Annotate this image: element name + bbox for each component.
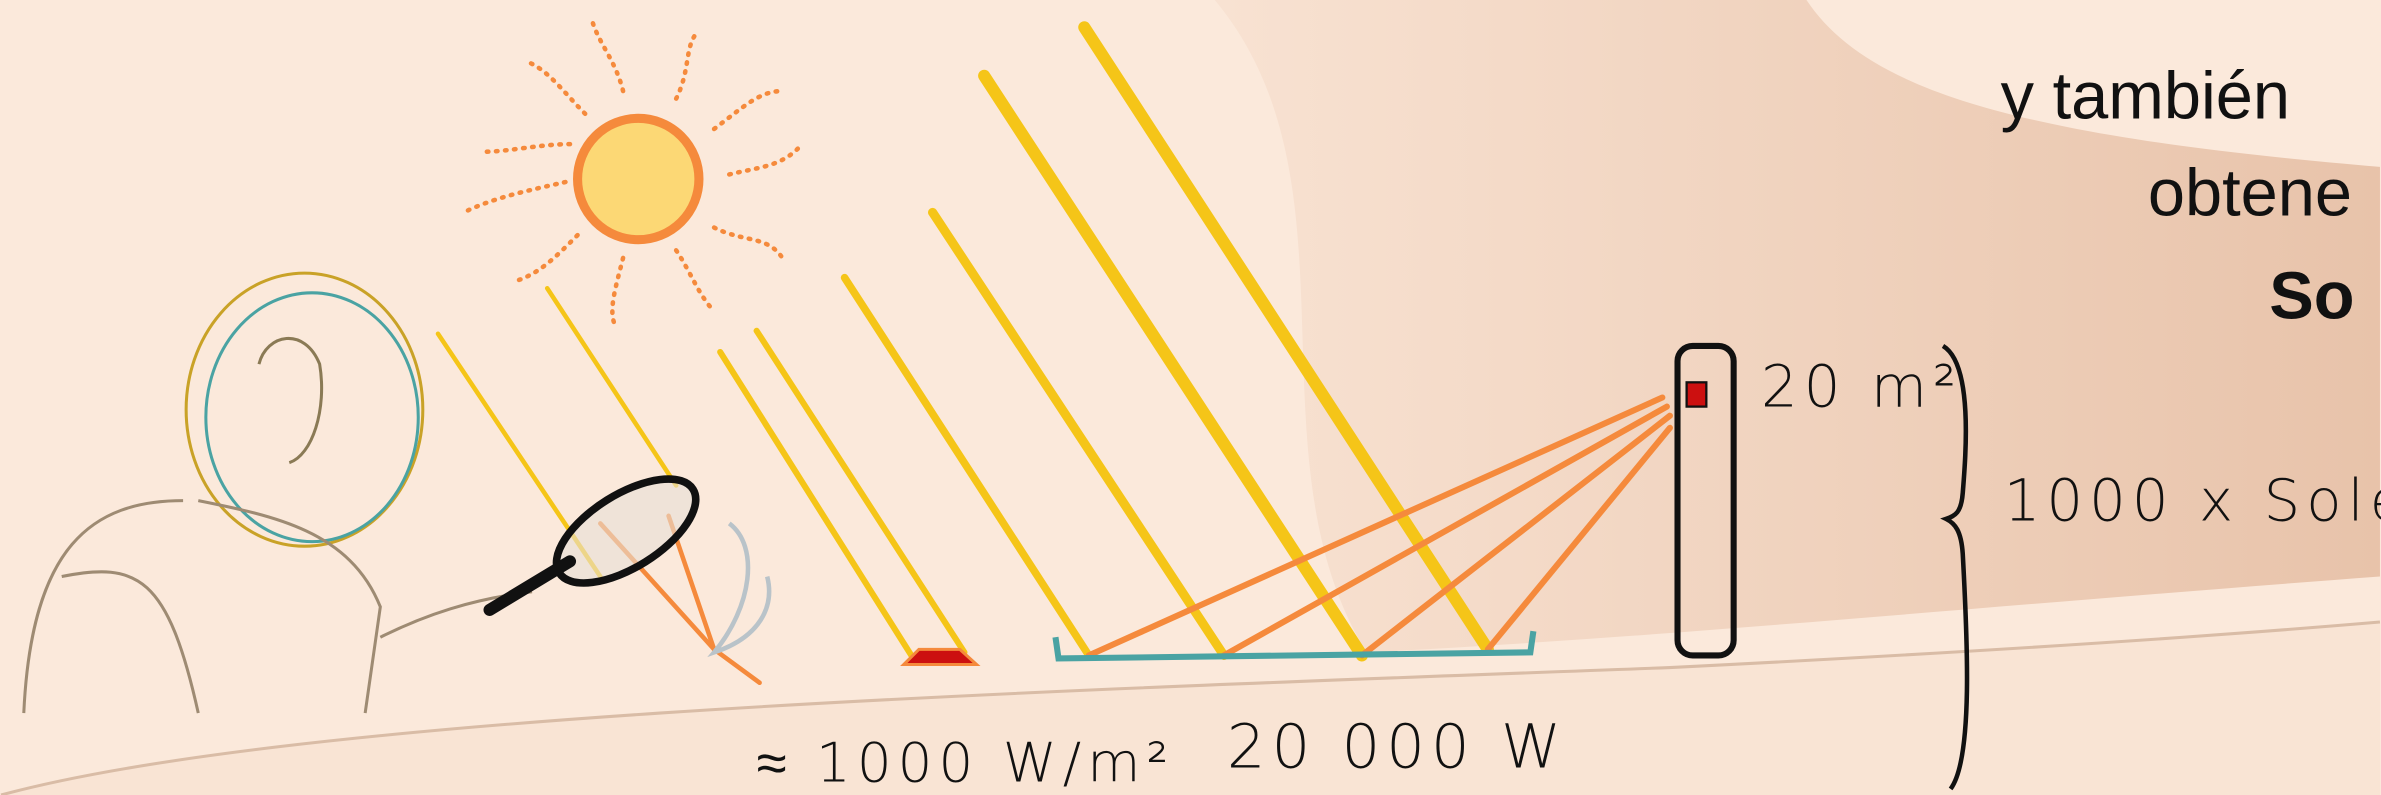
- tower-area-label: 20 m²: [1761, 353, 1962, 421]
- concentration-label: 1000 x Soles: [2004, 466, 2381, 534]
- sun-disk: [578, 118, 699, 239]
- slide: y también obtene So 20 m² 1000 x Soles ≈…: [0, 0, 2381, 795]
- heading-line: y también: [2001, 59, 2290, 133]
- heading-line: So: [2269, 260, 2354, 334]
- power-label: 20 000 W: [1227, 713, 1567, 783]
- page: y también obtene So 20 m² 1000 x Soles ≈…: [0, 0, 2381, 795]
- receiver: [1687, 382, 1707, 406]
- heading-line: obtene: [2148, 156, 2352, 230]
- irradiance-label: ≈ 1000 W/m²: [757, 730, 1175, 794]
